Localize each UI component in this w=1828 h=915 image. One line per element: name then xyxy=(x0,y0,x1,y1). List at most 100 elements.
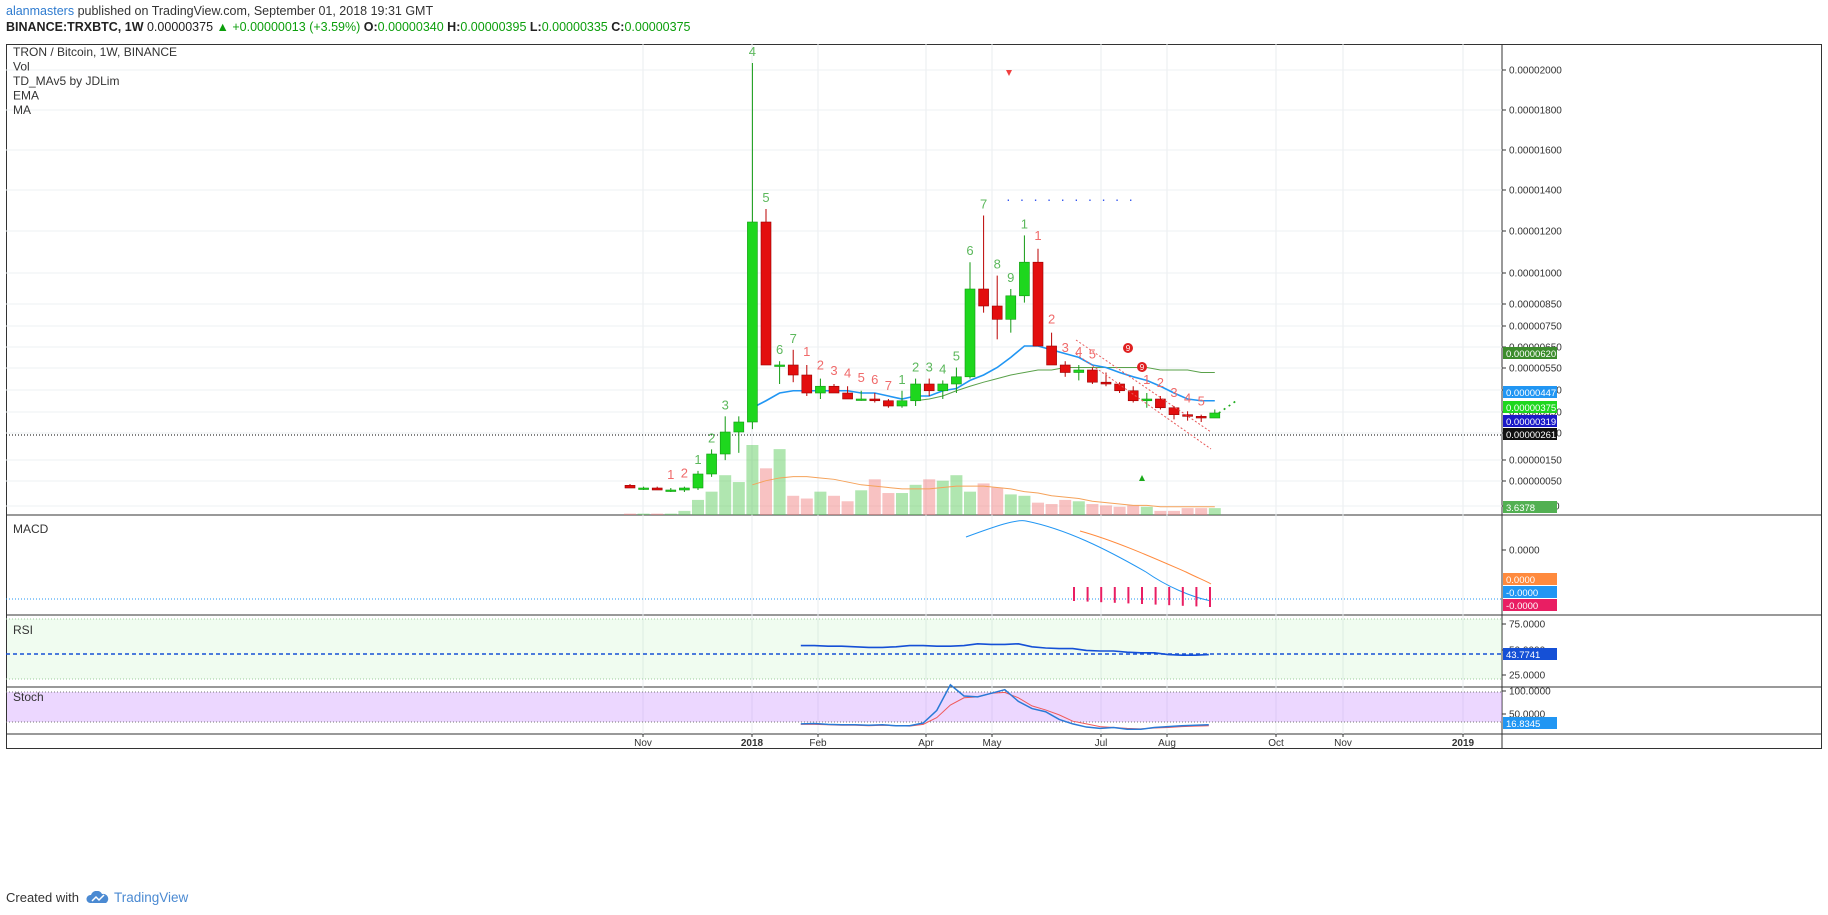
candle-body xyxy=(923,383,935,392)
td-count: 3 xyxy=(1170,385,1177,400)
price-chart[interactable]: 0.00002000 0.00001800 0.00001600 0.00001400… xyxy=(6,44,1822,884)
candle xyxy=(883,399,894,408)
candle xyxy=(706,449,717,477)
resistance-dot: · xyxy=(1074,191,1079,207)
low-value: 0.00000335 xyxy=(541,20,608,34)
candle-body xyxy=(910,383,921,402)
high-label: H: xyxy=(447,20,461,34)
price-badge-bg xyxy=(1503,347,1557,359)
volume-bar xyxy=(1195,508,1208,515)
resistance-dot: · xyxy=(1006,191,1011,207)
td-count: 7 xyxy=(790,331,797,346)
rsi-line xyxy=(800,642,1209,656)
td-count: 4 xyxy=(1184,390,1191,405)
close-label: C: xyxy=(611,20,625,34)
td-count: 1 xyxy=(803,344,810,359)
resistance-dot: · xyxy=(1060,191,1065,207)
stoch-tick-label: 100.0000 xyxy=(1509,687,1551,698)
quote-line: BINANCE:TRXBTC, 1W 0.00000375 ▲ +0.00000… xyxy=(6,19,691,35)
candle-body xyxy=(747,221,758,423)
time-tick-label: 2019 xyxy=(1452,738,1475,749)
volume-bar xyxy=(732,482,745,515)
chart-container[interactable]: 0.00002000 0.00001800 0.00001600 0.00001400… xyxy=(6,44,1822,884)
macd-badge-bg xyxy=(1503,586,1557,598)
candle xyxy=(624,484,636,489)
candle-body xyxy=(964,288,976,378)
legend-item: TD_MAv5 by JDLim xyxy=(13,74,119,88)
volume-bar xyxy=(1140,506,1153,515)
td-count: 7 xyxy=(885,378,892,393)
candle-body xyxy=(978,288,989,307)
macd-tick-label: 0.0000 xyxy=(1509,546,1540,557)
volume-bar xyxy=(1072,501,1085,515)
price-badge: 0.00000375 xyxy=(1503,401,1557,414)
td-count: 1 xyxy=(667,467,674,482)
author-link[interactable]: alanmasters xyxy=(6,4,75,18)
td-count: 5 xyxy=(762,190,769,205)
td-count: 2 xyxy=(1048,312,1055,327)
rsi-badge-bg xyxy=(1503,648,1557,660)
symbol: BINANCE:TRXBTC, 1W xyxy=(6,20,144,34)
candle-body xyxy=(1182,414,1193,417)
volume-bar xyxy=(664,513,677,515)
channel-line-upper xyxy=(1075,339,1212,433)
rsi-band xyxy=(7,619,1502,679)
header-bar: alanmasters published on TradingView.com… xyxy=(6,3,691,35)
resistance-dot: · xyxy=(1047,191,1052,207)
td-count: 8 xyxy=(994,257,1001,272)
high-value: 0.00000395 xyxy=(460,20,527,34)
price-tick-label: 0.00002000 xyxy=(1509,66,1562,77)
candle xyxy=(651,486,663,491)
macd-badge-bg xyxy=(1503,573,1557,585)
candle xyxy=(978,215,989,313)
td-count: 6 xyxy=(966,243,973,258)
candle xyxy=(747,63,758,430)
resistance-dot: · xyxy=(1033,191,1038,207)
candle-body xyxy=(842,392,853,400)
macd-badge-label: -0.0000 xyxy=(1506,601,1538,612)
td-count: 4 xyxy=(939,361,946,376)
rsi-badge: 43.7741 xyxy=(1503,648,1557,661)
stoch-band xyxy=(7,692,1502,722)
candle-body xyxy=(1073,369,1085,373)
rsi-badge-label: 43.7741 xyxy=(1506,650,1540,661)
candle xyxy=(774,361,785,384)
td-count: 3 xyxy=(926,360,933,375)
td-count: 3 xyxy=(830,363,837,378)
volume-bar xyxy=(624,513,636,515)
candle-body xyxy=(896,400,908,407)
td-count: 1 xyxy=(1021,216,1028,231)
stoch-badge-label: 16.8345 xyxy=(1506,719,1540,730)
legend-item: EMA xyxy=(13,89,39,103)
buy-arrow-icon xyxy=(1139,475,1145,481)
stoch-tick-label: 50.0000 xyxy=(1509,710,1546,721)
candle-body xyxy=(624,485,636,489)
candle-body xyxy=(1032,261,1044,347)
time-tick-label: May xyxy=(983,738,1002,749)
resistance-dot: · xyxy=(1088,191,1093,207)
volume-bar xyxy=(1004,494,1017,515)
price-tick-label: 0.00001400 xyxy=(1509,186,1562,197)
volume-bar xyxy=(1032,502,1044,515)
price-badge: 0.00000620 xyxy=(1503,347,1557,360)
tradingview-text: TradingView xyxy=(113,890,189,905)
price-tick-label: 0.00001000 xyxy=(1509,269,1562,280)
legend-item: MA xyxy=(13,103,31,117)
candle-body xyxy=(1046,345,1057,366)
td-count: 5 xyxy=(953,349,960,364)
price-badge: 0.00000319 xyxy=(1503,415,1557,428)
sell-arrow-icon xyxy=(1006,70,1012,76)
tradingview-logo[interactable]: TradingView xyxy=(86,890,188,905)
volume-bar xyxy=(1113,506,1126,515)
price-tick-label: 0.00000550 xyxy=(1509,364,1562,375)
candle-body xyxy=(951,376,962,385)
candle-body xyxy=(855,398,867,401)
candle xyxy=(815,378,826,399)
td-count: 3 xyxy=(722,397,729,412)
low-label: L: xyxy=(529,20,542,34)
price-tick-label: 0.00001200 xyxy=(1509,227,1562,238)
candle-body xyxy=(1155,398,1166,409)
candle xyxy=(1019,235,1030,303)
publish-info: published on TradingView.com, September … xyxy=(74,4,434,18)
price-badge-label: 0.00000261 xyxy=(1506,430,1556,441)
